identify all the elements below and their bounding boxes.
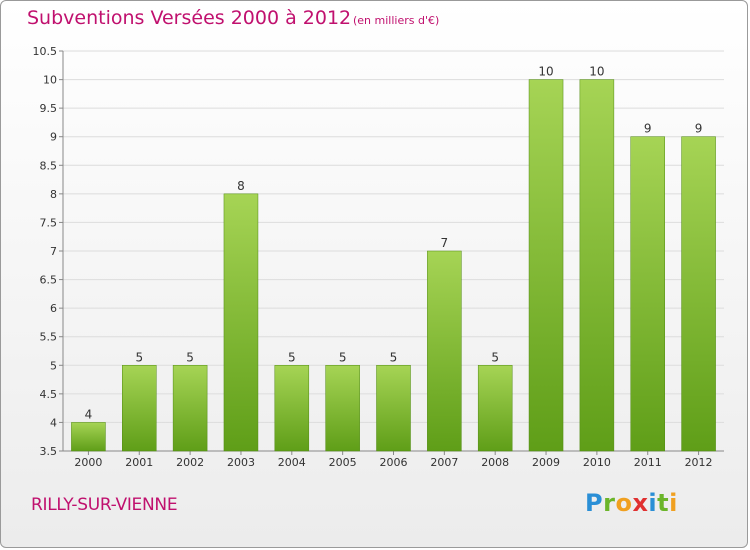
y-tick-label: 9.5 [40,102,58,115]
y-tick-label: 9 [50,131,57,144]
y-tick-label: 4.5 [40,388,58,401]
x-tick-label: 2005 [329,456,357,469]
bar-2003 [223,193,259,452]
y-tick-label: 10 [43,74,57,87]
data-label-2003: 8 [237,179,245,193]
y-tick-label: 8 [50,188,57,201]
data-label-2002: 5 [186,350,194,364]
data-label-2006: 5 [390,350,398,364]
bars [71,79,716,452]
x-tick-label: 2009 [532,456,560,469]
labels: 3.5 4 4.5 5 5.5 6 6.5 7 7.5 8 8.5 9 9.5 10 10.5 2000 4 20… [33,45,713,469]
bar-2005 [325,365,360,452]
bar-2010 [579,79,615,452]
y-tick-label: 5.5 [40,331,58,344]
proxiti-logo: Proxiti [585,489,678,517]
bar-2007 [427,250,462,452]
y-tick-label: 4 [50,416,57,429]
y-tick-label: 3.5 [40,445,58,458]
x-tick-label: 2003 [227,456,255,469]
x-tick-label: 2008 [481,456,509,469]
data-label-2012: 9 [695,122,703,136]
x-tick-label: 2010 [583,456,611,469]
bar-2002 [172,365,208,452]
chart-subtitle: (en milliers d'€) [353,14,440,27]
bar-2011 [630,136,665,452]
data-label-2000: 4 [85,407,93,421]
y-tick-label: 6.5 [40,274,58,287]
bar-2008 [477,365,513,452]
x-tick-label: 2007 [430,456,458,469]
bar-2012 [681,136,716,452]
y-tick-label: 7.5 [40,216,58,229]
commune-name: RILLY-SUR-VIENNE [31,495,178,515]
data-label-2004: 5 [288,350,296,364]
x-tick-label: 2011 [634,456,662,469]
bar-2009 [528,79,564,452]
data-label-2005: 5 [339,350,347,364]
data-label-2007: 7 [441,236,449,250]
y-tick-label: 8.5 [40,159,58,172]
y-tick-label: 7 [50,245,57,258]
bar-2000 [71,422,106,452]
x-tick-label: 2004 [278,456,306,469]
y-tick-label: 5 [50,359,57,372]
y-tick-label: 10.5 [33,45,58,58]
y-tick-label: 6 [50,302,57,315]
data-label-2009: 10 [538,65,553,79]
data-label-2010: 10 [589,65,604,79]
data-label-2011: 9 [644,122,652,136]
bar-2006 [376,365,411,452]
x-tick-label: 2000 [74,456,102,469]
x-tick-label: 2001 [125,456,153,469]
data-label-2008: 5 [491,350,499,364]
bar-2004 [274,365,310,452]
bar-2001 [122,365,157,452]
data-label-2001: 5 [135,350,143,364]
chart-title: Subventions Versées 2000 à 2012 [27,7,352,29]
x-tick-label: 2006 [380,456,408,469]
x-tick-label: 2012 [685,456,713,469]
x-tick-label: 2002 [176,456,204,469]
